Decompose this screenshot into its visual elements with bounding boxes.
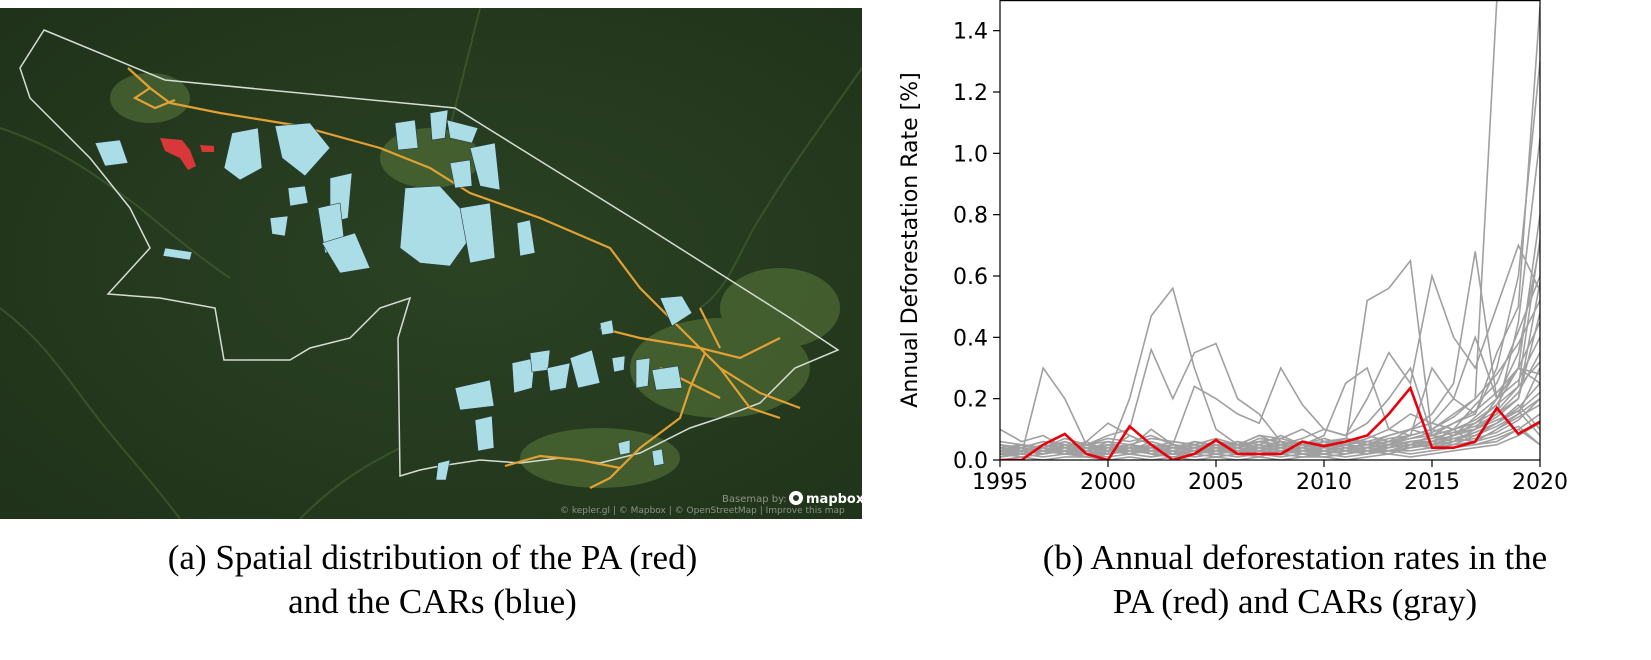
car-series-line [1000, 398, 1540, 455]
car-series-line [1000, 214, 1540, 455]
car-series-line [1000, 137, 1540, 458]
pa-line-group [1000, 385, 1540, 460]
car-lines-group [1000, 0, 1540, 460]
x-tick-label: 2000 [1080, 470, 1136, 495]
mapbox-logo-icon [789, 491, 803, 505]
mapbox-wordmark: mapbox [806, 492, 862, 507]
y-tick-label: 0.2 [953, 388, 988, 413]
map-rivers [0, 8, 862, 519]
basemap-by-label: Basemap by: [722, 494, 787, 505]
state-boundary [19, 29, 840, 478]
plot-frame [999, 0, 1541, 461]
caption-b-line1: (b) Annual deforestation rates in the [1042, 538, 1548, 577]
map-panel: Basemap by: mapbox © kepler.gl | © Mapbo… [0, 8, 862, 519]
caption-a-line2: and the CARs (blue) [288, 582, 577, 621]
caption-a-line1: (a) Spatial distribution of the PA (red) [167, 538, 698, 577]
y-axis-label: Annual Deforestation Rate [%] [898, 72, 923, 407]
x-tick-label: 2005 [1188, 470, 1244, 495]
pa-series-line [1000, 385, 1540, 460]
y-tick-label: 1.4 [953, 20, 988, 45]
pa-polygon [160, 138, 214, 170]
car-polygons [94, 109, 693, 481]
car-series-line [1000, 239, 1540, 455]
y-axis: 0.0 0.2 0.4 0.6 0.8 1.0 1.2 1.4 [953, 20, 1000, 474]
satellite-map: Basemap by: mapbox © kepler.gl | © Mapbo… [0, 8, 862, 519]
caption-a: (a) Spatial distribution of the PA (red)… [60, 536, 805, 624]
deforestation-chart: 1995 2000 2005 2010 2015 2020 0.0 0.2 0.4 0.6 0.8… [898, 0, 1568, 495]
x-axis: 1995 2000 2005 2010 2015 2020 [972, 460, 1568, 495]
y-tick-label: 1.2 [953, 81, 988, 106]
car-series-line [1000, 361, 1540, 449]
caption-b-line2: PA (red) and CARs (gray) [1112, 582, 1478, 621]
chart-panel: 1995 2000 2005 2010 2015 2020 0.0 0.2 0.4 0.6 0.8… [890, 0, 1651, 500]
y-tick-label: 0.0 [953, 449, 988, 474]
car-series-line [1000, 422, 1540, 460]
y-tick-label: 0.8 [953, 204, 988, 229]
map-credits[interactable]: © kepler.gl | © Mapbox | © OpenStreetMap… [560, 506, 845, 516]
caption-b: (b) Annual deforestation rates in the PA… [950, 536, 1640, 624]
y-tick-label: 0.6 [953, 265, 988, 290]
x-tick-label: 2015 [1404, 470, 1460, 495]
x-tick-label: 1995 [972, 470, 1028, 495]
y-tick-label: 0.4 [953, 326, 988, 351]
x-tick-label: 2020 [1512, 470, 1568, 495]
y-tick-label: 1.0 [953, 142, 988, 167]
x-tick-label: 2010 [1296, 470, 1352, 495]
